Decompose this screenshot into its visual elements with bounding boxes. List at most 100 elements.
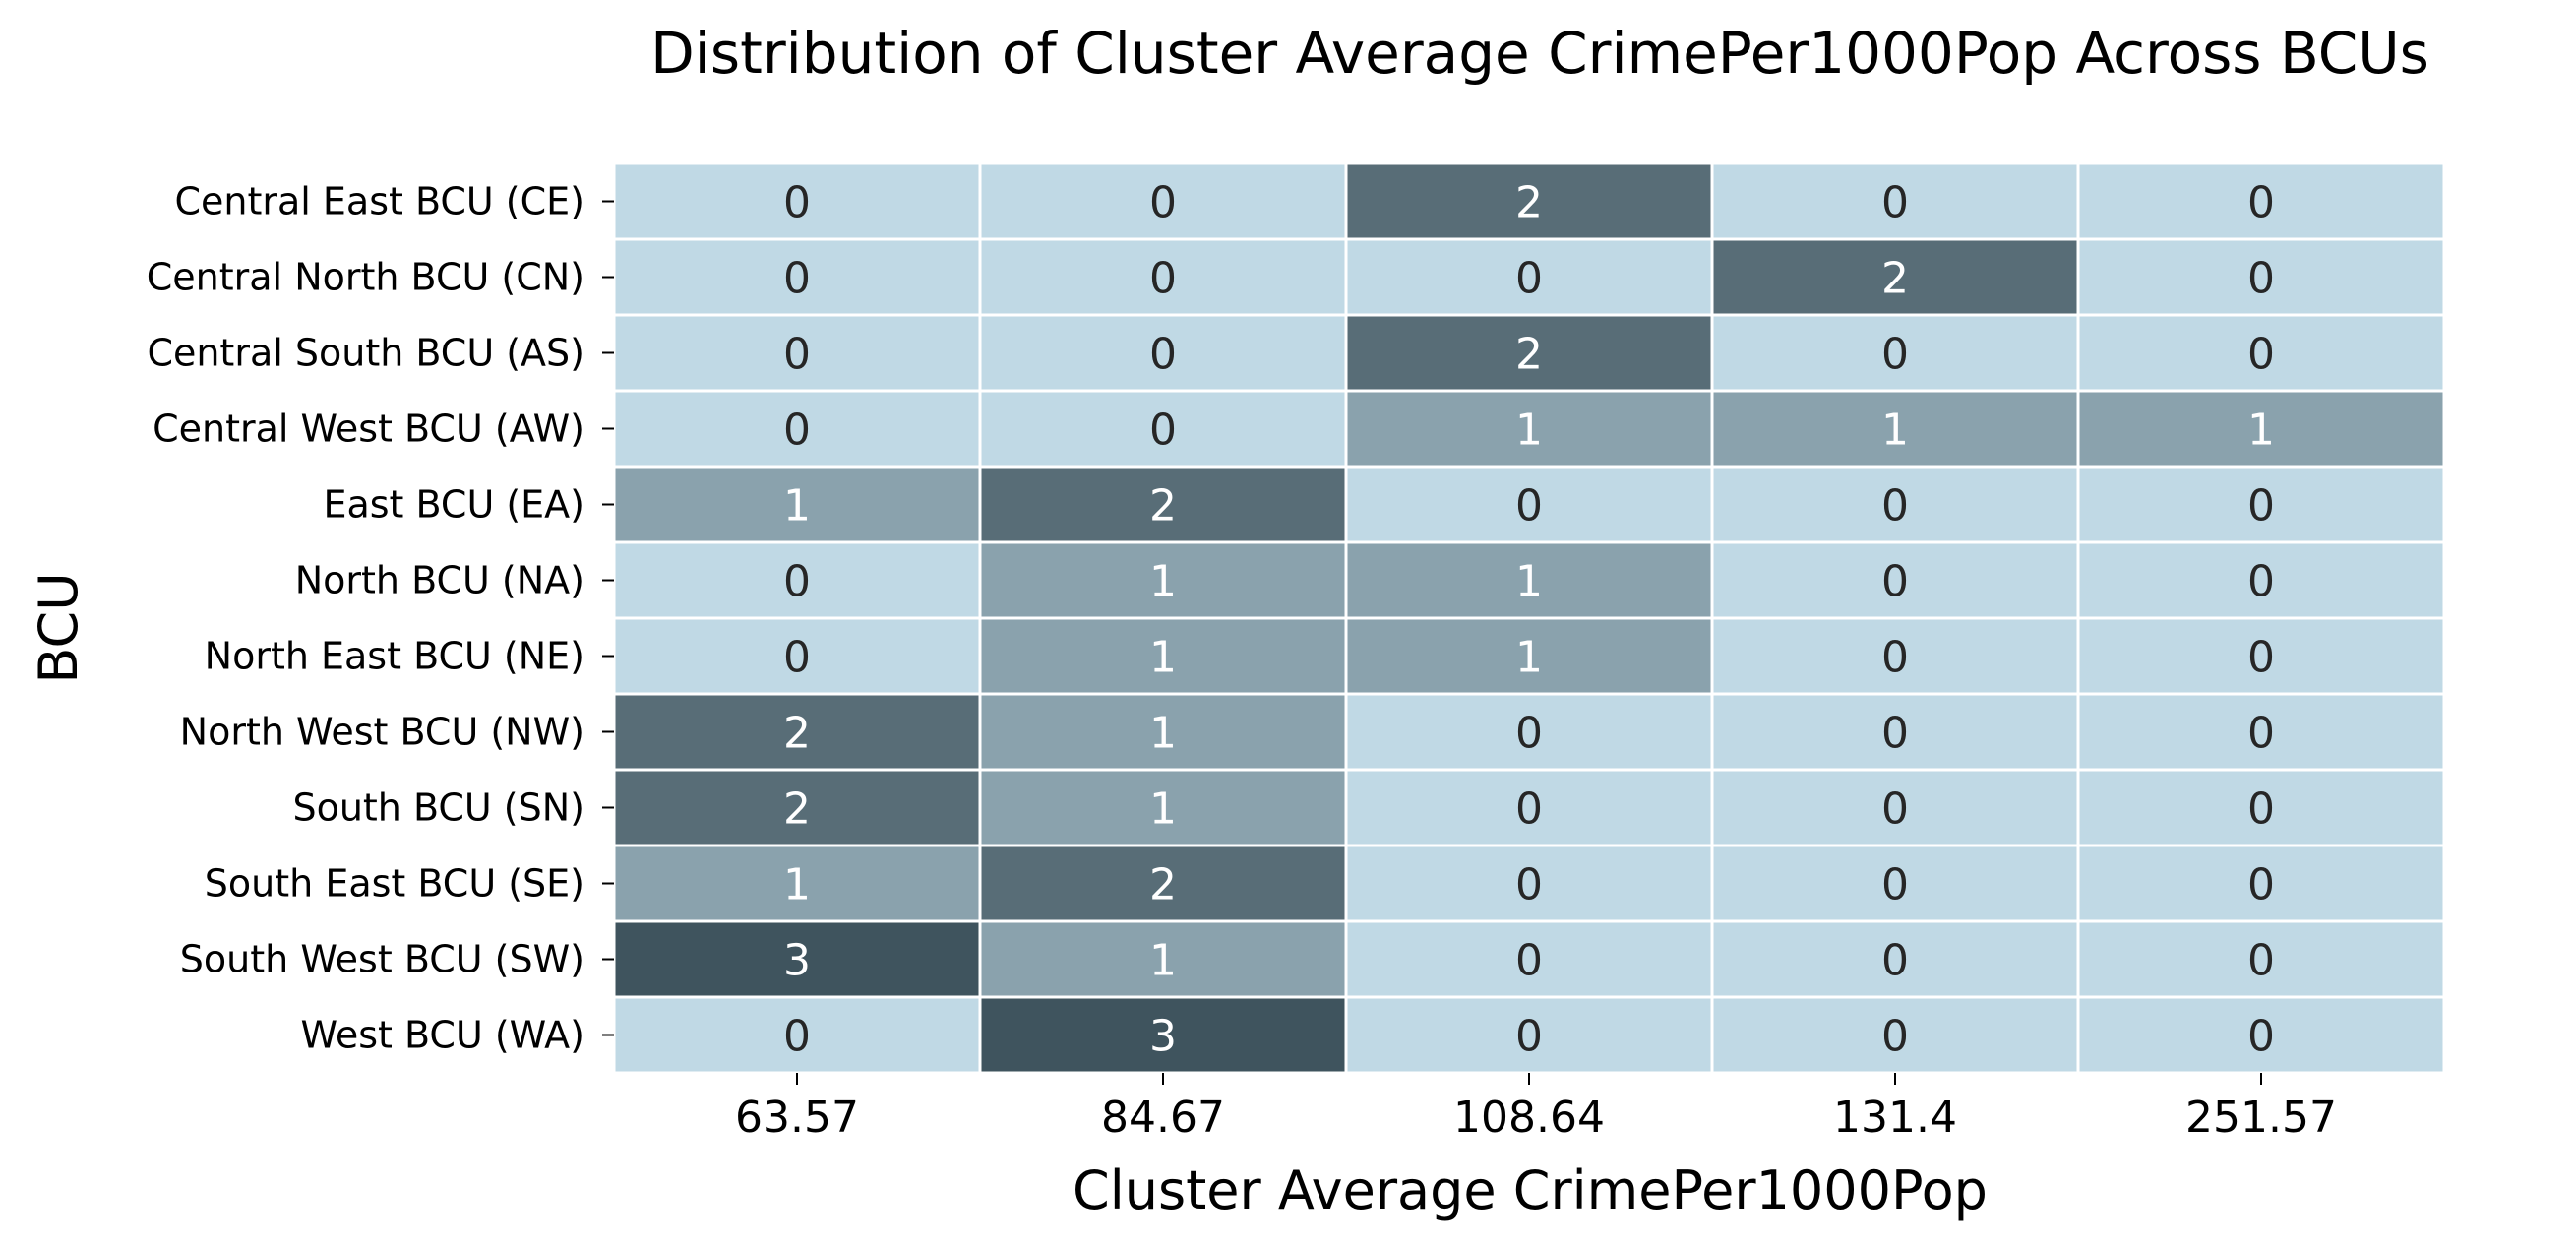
cell-value-label: 1 <box>1149 784 1177 835</box>
heatmap-cell-r3-c2 <box>1344 389 1714 469</box>
heatmap-cell-r0-c1 <box>978 161 1348 241</box>
x-tick-label: 84.67 <box>1101 1093 1225 1143</box>
y-tick-label: East BCU (EA) <box>323 483 584 527</box>
cell-value-label: 0 <box>1515 709 1543 759</box>
cell-value-label: 0 <box>783 633 811 683</box>
cell-annotations: 0 0 2 0 0 0 0 0 2 0 0 0 2 0 0 0 0 1 1 1 1 2 0 0 0 0 1 1 0 0 0 1 1 0 0 2 1 0 0 0… <box>783 178 2275 1062</box>
cell-value-label: 1 <box>2247 406 2275 456</box>
cell-value-label: 0 <box>783 1012 811 1062</box>
cell-value-label: 2 <box>1881 254 1909 304</box>
cell-value-label: 0 <box>1881 330 1909 380</box>
cell-value-label: 0 <box>2247 1012 2275 1062</box>
cell-value-label: 0 <box>1515 481 1543 532</box>
cell-value-label: 0 <box>783 178 811 228</box>
cell-value-label: 2 <box>1515 330 1543 380</box>
cell-value-label: 0 <box>2247 633 2275 683</box>
heatmap-cell-r11-c0 <box>612 995 982 1075</box>
heatmap-cell-r5-c2 <box>1344 540 1714 620</box>
cell-value-label: 0 <box>2247 254 2275 304</box>
heatmap-cell-r7-c4 <box>2076 692 2446 772</box>
heatmap-cell-r2-c3 <box>1710 313 2080 393</box>
cell-value-label: 1 <box>1149 936 1177 986</box>
y-tick-label: Central North BCU (CN) <box>147 256 584 299</box>
cell-value-label: 0 <box>1881 936 1909 986</box>
cell-value-label: 2 <box>783 709 811 759</box>
heatmap-cell-r9-c1 <box>978 844 1348 923</box>
y-tick-label: Central West BCU (AW) <box>153 408 584 451</box>
heatmap-cell-r7-c0 <box>612 692 982 772</box>
heatmap-cell-r5-c3 <box>1710 540 2080 620</box>
cell-value-label: 0 <box>2247 481 2275 532</box>
x-axis-ticks: 63.57 84.67 108.64 131.4 251.57 <box>735 1073 2337 1143</box>
heatmap-cell-r9-c3 <box>1710 844 2080 923</box>
heatmap-cells <box>612 161 2446 1075</box>
x-tick-label: 108.64 <box>1453 1093 1605 1143</box>
y-tick-label: West BCU (WA) <box>301 1014 584 1057</box>
x-tick-label: 63.57 <box>735 1093 859 1143</box>
cell-value-label: 0 <box>1881 557 1909 607</box>
cell-value-label: 0 <box>2247 936 2275 986</box>
cell-value-label: 2 <box>1149 481 1177 532</box>
cell-value-label: 0 <box>1149 406 1177 456</box>
heatmap-cell-r1-c4 <box>2076 237 2446 317</box>
heatmap-cell-r8-c1 <box>978 768 1348 847</box>
cell-value-label: 1 <box>1515 557 1543 607</box>
heatmap-cell-r3-c1 <box>978 389 1348 469</box>
cell-value-label: 0 <box>1881 860 1909 910</box>
cell-value-label: 1 <box>1149 633 1177 683</box>
y-tick-label: Central East BCU (CE) <box>174 180 584 223</box>
heatmap-cell-r9-c4 <box>2076 844 2446 923</box>
cell-value-label: 2 <box>783 784 811 835</box>
cell-value-label: 0 <box>1881 633 1909 683</box>
cell-value-label: 0 <box>1515 254 1543 304</box>
y-tick-label: North East BCU (NE) <box>205 635 584 678</box>
cell-value-label: 0 <box>783 557 811 607</box>
cell-value-label: 0 <box>783 254 811 304</box>
heatmap-cell-r4-c1 <box>978 465 1348 544</box>
cell-value-label: 0 <box>1881 784 1909 835</box>
heatmap-cell-r4-c0 <box>612 465 982 544</box>
cell-value-label: 0 <box>1881 1012 1909 1062</box>
heatmap-cell-r5-c4 <box>2076 540 2446 620</box>
cell-value-label: 1 <box>1515 633 1543 683</box>
heatmap-cell-r10-c3 <box>1710 919 2080 999</box>
cell-value-label: 0 <box>1149 254 1177 304</box>
cell-value-label: 0 <box>2247 557 2275 607</box>
cell-value-label: 1 <box>1149 709 1177 759</box>
heatmap-cell-r0-c0 <box>612 161 982 241</box>
y-axis-title: BCU <box>28 572 90 683</box>
y-tick-label: South East BCU (SE) <box>205 862 584 906</box>
cell-value-label: 0 <box>783 406 811 456</box>
cell-value-label: 1 <box>1881 406 1909 456</box>
cell-value-label: 1 <box>783 481 811 532</box>
heatmap-cell-r10-c4 <box>2076 919 2446 999</box>
y-tick-label: South West BCU (SW) <box>180 938 584 981</box>
heatmap-cell-r8-c2 <box>1344 768 1714 847</box>
cell-value-label: 3 <box>783 936 811 986</box>
heatmap-cell-r7-c1 <box>978 692 1348 772</box>
heatmap-cell-r1-c2 <box>1344 237 1714 317</box>
cell-value-label: 0 <box>2247 709 2275 759</box>
cell-value-label: 0 <box>1881 178 1909 228</box>
x-axis-title: Cluster Average CrimePer1000Pop <box>1073 1160 1988 1222</box>
cell-value-label: 1 <box>1515 406 1543 456</box>
heatmap-cell-r2-c1 <box>978 313 1348 393</box>
heatmap-cell-r9-c0 <box>612 844 982 923</box>
cell-value-label: 0 <box>1149 178 1177 228</box>
cell-value-label: 0 <box>1515 784 1543 835</box>
heatmap-cell-r4-c2 <box>1344 465 1714 544</box>
y-tick-label: North West BCU (NW) <box>180 711 584 754</box>
heatmap-cell-r3-c4 <box>2076 389 2446 469</box>
y-tick-label: North BCU (NA) <box>295 559 584 602</box>
cell-value-label: 0 <box>1149 330 1177 380</box>
heatmap-cell-r8-c4 <box>2076 768 2446 847</box>
cell-value-label: 1 <box>1149 557 1177 607</box>
heatmap-cell-r6-c0 <box>612 616 982 696</box>
chart-title: Distribution of Cluster Average CrimePer… <box>650 20 2429 87</box>
cell-value-label: 2 <box>1515 178 1543 228</box>
cell-value-label: 0 <box>2247 178 2275 228</box>
cell-value-label: 0 <box>783 330 811 380</box>
cell-value-label: 0 <box>2247 330 2275 380</box>
heatmap-cell-r10-c2 <box>1344 919 1714 999</box>
y-tick-label: Central South BCU (AS) <box>147 332 584 375</box>
